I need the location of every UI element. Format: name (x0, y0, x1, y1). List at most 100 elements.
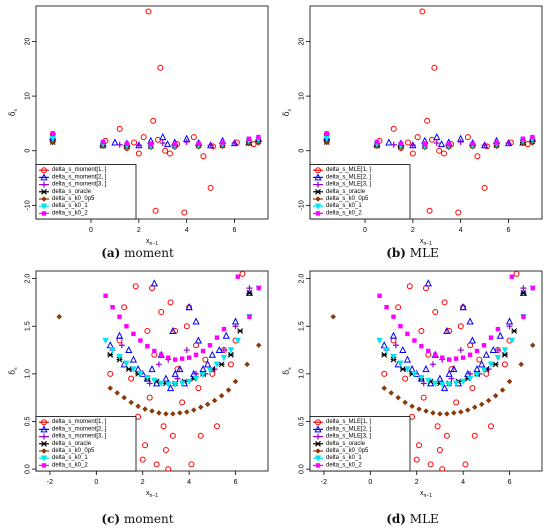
x-tick-label-3: 4 (187, 479, 191, 486)
point-0-15 (436, 447, 443, 454)
point-5-2 (116, 353, 123, 361)
point-5-16 (213, 361, 221, 368)
point-4-21 (255, 342, 262, 349)
point-0-9 (426, 207, 433, 214)
point-0-21 (524, 141, 531, 148)
point-5-1 (383, 347, 390, 354)
point-0-20 (457, 323, 464, 330)
point-0-6 (140, 134, 147, 141)
point-0-10 (146, 394, 153, 401)
point-6-5 (470, 141, 475, 146)
point-0-4 (131, 139, 138, 146)
point-6-10 (173, 357, 178, 362)
point-2-1 (118, 342, 125, 349)
point-6-20 (256, 285, 261, 291)
legend-marker-1 (314, 173, 322, 181)
legend: delta_s_moment[1, ]delta_s_moment[2, ] de… (35, 416, 137, 472)
point-5-11 (178, 380, 186, 387)
point-4-0 (49, 139, 56, 146)
point-5-8 (158, 380, 165, 387)
x-tick-label-4: 6 (508, 479, 512, 486)
point-1-22 (489, 345, 497, 354)
point-6-8 (530, 134, 535, 140)
point-4-4 (128, 399, 134, 406)
point-0-25 (209, 370, 216, 377)
y-tick-label-4: 2.0 (299, 274, 306, 284)
point-4-17 (218, 392, 225, 399)
point-0-16 (167, 299, 174, 306)
point-0-29 (239, 271, 246, 277)
x-axis-label: xn−1 (146, 238, 158, 247)
x-axis-label-subscript: n−1 (424, 493, 433, 499)
point-6-1 (110, 304, 115, 310)
point-4-5 (409, 403, 415, 410)
point-2-3 (409, 142, 416, 149)
point-0-17 (443, 432, 450, 439)
point-0-17 (474, 153, 481, 160)
point-0-5 (409, 150, 416, 157)
point-1-24 (231, 317, 240, 325)
point-4-17 (492, 392, 499, 399)
point-0-6 (406, 283, 413, 290)
y-tick-label-3: 20 (25, 38, 32, 46)
legend-label-6: delta_s_k0_2 (326, 210, 362, 216)
legend-label-6: delta_s_k0_2 (52, 462, 88, 468)
legend-label-6: delta_s_k0_2 (326, 462, 362, 468)
point-6-13 (467, 352, 473, 358)
point-0-26 (213, 423, 220, 430)
legend-label-2: delta_s_MLE[3, ] (326, 182, 371, 188)
point-2-4 (146, 380, 153, 387)
point-0-16 (464, 134, 471, 141)
point-1-23 (222, 331, 230, 339)
point-0-26 (487, 423, 494, 430)
point-3-14 (237, 328, 244, 334)
point-1-28 (466, 317, 474, 325)
legend-label-2: delta_s_MLE[3, ] (326, 434, 371, 440)
point-5-14 (199, 372, 207, 379)
point-4-0 (323, 139, 330, 146)
point-2-9 (207, 142, 214, 149)
point-0-6 (414, 134, 421, 141)
point-0-31 (149, 285, 155, 292)
point-4-3 (121, 394, 128, 401)
legend-marker-6 (41, 211, 47, 216)
legend-label-1: delta_s_MLE[2, ] (326, 174, 371, 180)
point-0-37 (501, 361, 508, 368)
point-0-17 (169, 432, 176, 439)
y-axis-label: δs (8, 108, 19, 116)
y-axis-label-subscript: s (287, 367, 293, 370)
point-2-7 (174, 375, 181, 382)
y-tick-label-2: 10 (299, 92, 306, 100)
legend-label-6: delta_s_k0_2 (52, 210, 88, 216)
point-1-1 (389, 331, 398, 339)
legend-marker-3 (315, 188, 321, 195)
legend-marker-4 (315, 196, 321, 202)
point-0-12 (436, 147, 443, 154)
point-0-10 (420, 394, 427, 401)
y-tick-label-2: 10 (25, 92, 32, 100)
point-4-7 (423, 408, 429, 414)
point-6-8 (256, 134, 261, 140)
series-6 (103, 274, 261, 362)
y-tick-label-1: 0 (299, 149, 306, 153)
point-6-15 (207, 343, 213, 348)
panel-d: -2 0 2 4 6 0.0 0.5 1.0 1.5 2.0 xn−1 δs delta_s_MLE[1… (282, 270, 543, 499)
point-4-3 (395, 394, 402, 401)
x-tick-label-1: 2 (411, 227, 415, 234)
point-1-7 (163, 140, 172, 148)
legend-marker-4 (41, 196, 47, 202)
y-axis-label-subscript: s (13, 108, 19, 111)
point-5-12 (185, 378, 193, 386)
point-2-8 (457, 347, 464, 354)
point-0-14 (434, 423, 441, 430)
point-0-11 (431, 64, 438, 71)
y-tick-label-0: -10 (299, 200, 306, 210)
point-0-12 (153, 461, 160, 468)
point-0-21 (250, 141, 257, 148)
point-5-2 (390, 353, 397, 361)
point-4-21 (529, 342, 536, 349)
point-1-1 (115, 331, 124, 339)
point-1-20 (204, 360, 212, 368)
point-4-19 (232, 378, 239, 385)
x-axis-label-subscript: n−1 (150, 493, 159, 499)
